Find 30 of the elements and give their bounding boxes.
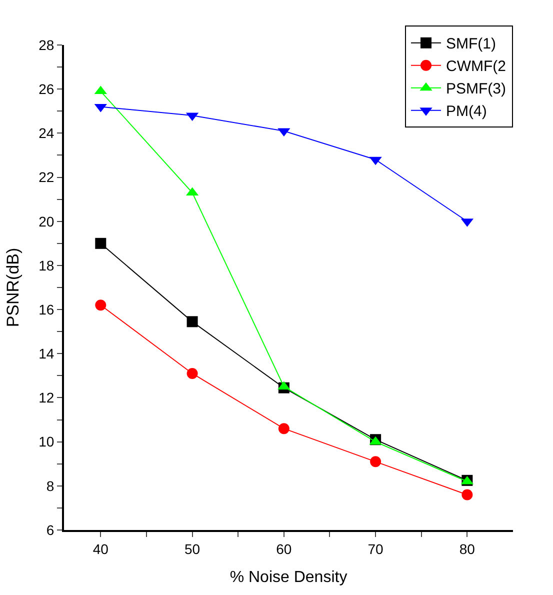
y-tick-label: 6 [46, 522, 54, 538]
point [186, 316, 198, 328]
y-tick-label: 16 [38, 301, 54, 318]
y-tick-label: 8 [46, 478, 54, 494]
legend-label: CWMF(2 [446, 58, 506, 76]
x-tick-label: 50 [184, 540, 200, 557]
point [95, 238, 106, 249]
legend-label: SMF(1) [446, 36, 496, 53]
point [278, 423, 290, 434]
y-tick-label: 22 [38, 169, 54, 186]
x-tick-label: 40 [92, 540, 109, 557]
y-tick-label: 14 [38, 346, 54, 362]
x-tick-label: 70 [368, 540, 384, 557]
legend-label: PM(4) [446, 103, 487, 120]
point [95, 300, 106, 311]
y-tick-label: 20 [38, 213, 54, 230]
y-tick-label: 10 [38, 434, 54, 450]
x-axis-title: % Noise Density [230, 569, 348, 586]
point [186, 368, 198, 379]
x-tick-label: 60 [276, 540, 292, 557]
y-tick-label: 28 [38, 36, 54, 53]
x-tick-label: 80 [459, 540, 476, 557]
y-tick-label: 26 [38, 80, 54, 97]
point [370, 456, 382, 468]
y-tick-label: 18 [38, 257, 54, 274]
point [462, 489, 473, 500]
y-tick-label: 12 [38, 390, 54, 406]
y-tick-label: 24 [38, 125, 54, 142]
legend-label: PSMF(3) [446, 80, 506, 98]
y-axis-title: PSNR(dB) [4, 248, 23, 328]
